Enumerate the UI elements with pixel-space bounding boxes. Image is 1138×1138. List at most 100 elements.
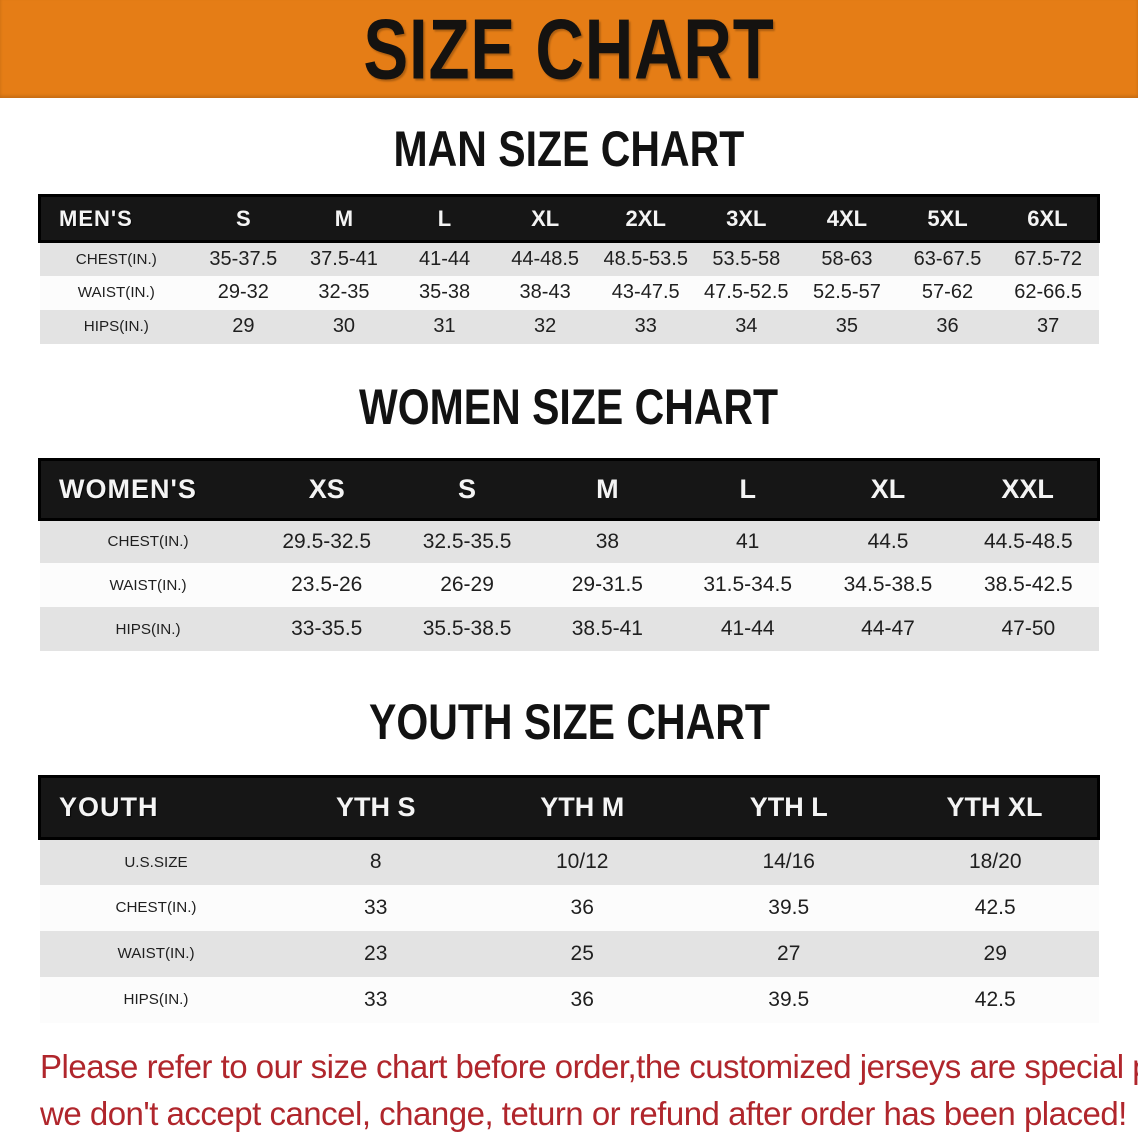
table-group-label: YOUTH [40,777,273,839]
table-cell: 36 [479,977,686,1023]
size-column-header: 3XL [696,196,797,242]
table-cell: 67.5-72 [998,242,1099,276]
banner-title: SIZE CHART [363,6,774,92]
table-cell: 37.5-41 [294,242,395,276]
table-cell: 39.5 [685,977,892,1023]
measurement-label: HIPS(IN.) [40,977,273,1023]
table-cell: 31 [394,310,495,344]
size-column-header: 4XL [797,196,898,242]
table-cell: 48.5-53.5 [595,242,696,276]
table-cell: 35 [797,310,898,344]
size-column-header: 5XL [897,196,998,242]
disclaimer-line-1: Please refer to our size chart before or… [40,1043,1108,1091]
table-cell: 34.5-38.5 [818,563,958,607]
table-cell: 26-29 [397,563,537,607]
table-cell: 33-35.5 [257,607,397,651]
size-column-header: L [678,459,818,519]
measurement-label: WAIST(IN.) [40,276,194,310]
size-column-header: M [294,196,395,242]
table-cell: 29 [193,310,294,344]
table-cell: 41-44 [678,607,818,651]
table-group-label: WOMEN'S [40,459,257,519]
table-cell: 35-37.5 [193,242,294,276]
measurement-label: HIPS(IN.) [40,607,257,651]
size-column-header: XS [257,459,397,519]
size-column-header: YTH S [272,777,479,839]
disclaimer-line-2: we don't accept cancel, change, teturn o… [40,1090,1108,1138]
disclaimer: Please refer to our size chart before or… [40,1043,1108,1138]
table-cell: 47.5-52.5 [696,276,797,310]
table-cell: 63-67.5 [897,242,998,276]
measurement-label: HIPS(IN.) [40,310,194,344]
table-cell: 38 [537,519,677,563]
table-cell: 8 [272,839,479,885]
size-column-header: XXL [958,459,1098,519]
size-column-header: YTH M [479,777,686,839]
table-cell: 43-47.5 [595,276,696,310]
table-cell: 37 [998,310,1099,344]
measurement-label: U.S.SIZE [40,839,273,885]
table-cell: 44.5 [818,519,958,563]
table-cell: 30 [294,310,395,344]
measurement-label: CHEST(IN.) [40,885,273,931]
table-cell: 32-35 [294,276,395,310]
table-cell: 34 [696,310,797,344]
table-cell: 29.5-32.5 [257,519,397,563]
table-cell: 10/12 [479,839,686,885]
table-cell: 53.5-58 [696,242,797,276]
youth-section-heading: YOUTH SIZE CHART [369,697,770,747]
table-cell: 42.5 [892,885,1099,931]
table-cell: 41 [678,519,818,563]
table-cell: 14/16 [685,839,892,885]
table-cell: 33 [595,310,696,344]
table-cell: 41-44 [394,242,495,276]
table-cell: 18/20 [892,839,1099,885]
table-cell: 44-48.5 [495,242,596,276]
size-column-header: M [537,459,677,519]
table-cell: 29-31.5 [537,563,677,607]
size-column-header: S [397,459,537,519]
table-cell: 44.5-48.5 [958,519,1098,563]
size-column-header: XL [495,196,596,242]
table-cell: 39.5 [685,885,892,931]
table-cell: 44-47 [818,607,958,651]
table-cell: 36 [897,310,998,344]
table-cell: 25 [479,931,686,977]
table-cell: 57-62 [897,276,998,310]
table-cell: 58-63 [797,242,898,276]
table-cell: 38.5-41 [537,607,677,651]
measurement-label: WAIST(IN.) [40,931,273,977]
table-cell: 33 [272,977,479,1023]
table-cell: 35.5-38.5 [397,607,537,651]
size-column-header: 2XL [595,196,696,242]
table-group-label: MEN'S [40,196,194,242]
women-section-heading: WOMEN SIZE CHART [359,382,778,432]
table-cell: 29-32 [193,276,294,310]
table-cell: 27 [685,931,892,977]
size-column-header: XL [818,459,958,519]
table-cell: 23.5-26 [257,563,397,607]
table-cell: 32.5-35.5 [397,519,537,563]
size-column-header: YTH L [685,777,892,839]
table-cell: 23 [272,931,479,977]
table-cell: 47-50 [958,607,1098,651]
size-column-header: 6XL [998,196,1099,242]
measurement-label: WAIST(IN.) [40,563,257,607]
size-column-header: L [394,196,495,242]
measurement-label: CHEST(IN.) [40,519,257,563]
